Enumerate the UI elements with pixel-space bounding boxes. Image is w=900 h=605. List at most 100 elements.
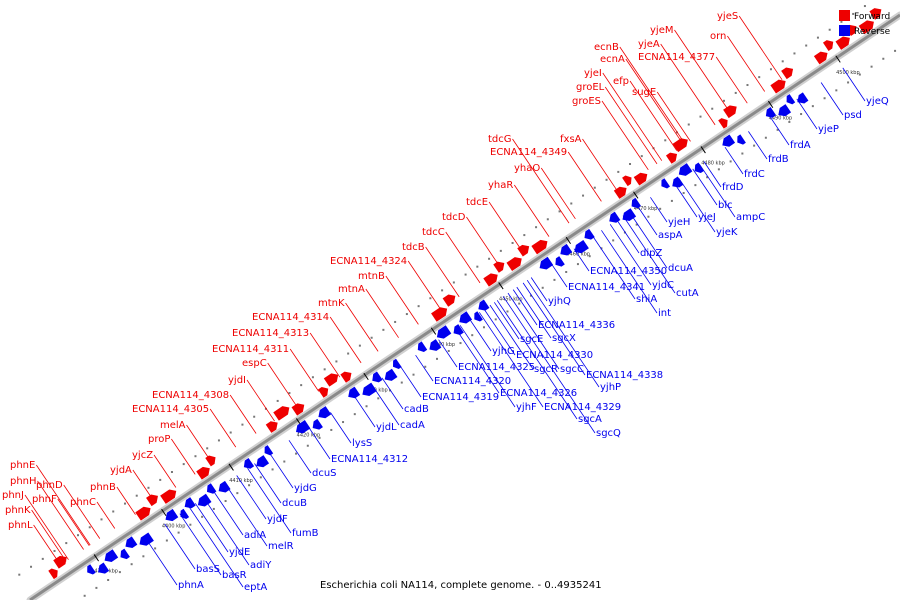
reverse-gene-arrow	[392, 358, 402, 369]
guide-dot	[741, 152, 744, 155]
guide-dot	[177, 531, 180, 534]
reverse-gene-label: shiA	[636, 294, 657, 305]
reverse-gene-label: sgcE	[520, 334, 543, 345]
guide-dot	[847, 81, 850, 84]
guide-dot	[858, 73, 861, 76]
reverse-label-leader	[438, 339, 458, 368]
kbp-tick-label: 4400 kbp	[162, 523, 186, 529]
forward-gene-arrow	[146, 494, 158, 507]
kbp-tick-label: 4440 kbp	[432, 342, 456, 348]
guide-dot	[788, 120, 791, 123]
reverse-label-leader	[748, 131, 768, 160]
forward-label-leader	[540, 167, 576, 220]
forward-gene-arrow	[531, 239, 548, 255]
reverse-gene-label: phnA	[178, 580, 204, 591]
guide-dot	[248, 484, 251, 487]
forward-gene-label: groEL	[576, 82, 605, 93]
kbp-tick-mark	[835, 55, 841, 63]
forward-gene-arrow	[506, 257, 522, 272]
guide-dot	[41, 557, 44, 560]
forward-gene-arrow	[770, 79, 786, 94]
guide-dot	[852, 12, 855, 15]
reverse-gene-label: melR	[268, 541, 294, 552]
reverse-gene-label: yjdG	[294, 483, 317, 494]
reverse-gene-label: cadB	[404, 404, 429, 415]
guide-dot	[699, 115, 702, 118]
guide-dot	[682, 192, 685, 195]
reverse-gene-label: ECNA114_4325	[458, 362, 535, 373]
forward-label-leader	[365, 288, 399, 338]
guide-dot	[459, 342, 462, 345]
guide-dot	[365, 405, 368, 408]
guide-dot	[347, 352, 350, 355]
strand-legend: Forward Reverse	[839, 10, 891, 37]
reverse-label-leader	[179, 513, 222, 576]
forward-gene-label: phnL	[8, 520, 33, 531]
forward-label-leader	[660, 43, 716, 126]
forward-gene-label: ECNA114_4308	[152, 390, 229, 401]
forward-gene-arrow	[493, 261, 505, 273]
reverse-label-leader	[622, 215, 676, 294]
legend-swatch-forward	[839, 10, 850, 21]
guide-dot	[558, 210, 561, 213]
guide-dot	[546, 218, 549, 221]
reverse-label-leader	[530, 277, 548, 302]
guide-dot	[464, 273, 467, 276]
guide-dot	[154, 547, 157, 550]
forward-label-leader	[602, 72, 663, 161]
forward-gene-label: phnK	[5, 505, 31, 516]
kbp-tick-mark	[363, 372, 369, 381]
reverse-gene-label: aspA	[658, 230, 683, 241]
forward-label-leader	[488, 201, 525, 254]
forward-gene-arrow	[323, 373, 339, 387]
reverse-label-leader	[512, 289, 538, 326]
reverse-label-leader	[493, 302, 520, 340]
kbp-tick-label: 4420 kbp	[297, 433, 321, 439]
forward-label-leader	[466, 216, 502, 269]
reverse-gene-label: dcuS	[312, 468, 337, 479]
reverse-gene-arrow	[256, 455, 270, 468]
guide-dot	[764, 136, 767, 139]
reverse-label-leader	[573, 248, 590, 272]
reverse-gene-label: yjdF	[267, 514, 288, 525]
reverse-gene-label: frdC	[744, 169, 765, 180]
reverse-gene-arrow	[318, 406, 332, 419]
reverse-gene-arrow	[622, 208, 637, 221]
forward-label-leader	[186, 424, 213, 464]
reverse-gene-label: yjeH	[668, 217, 690, 228]
reverse-label-leader	[522, 282, 586, 376]
reverse-gene-label: ECNA114_4312	[331, 454, 408, 465]
reverse-gene-label: yjhF	[516, 402, 537, 413]
forward-gene-label: ECNA114_4377	[638, 52, 715, 63]
forward-label-leader	[385, 275, 419, 325]
guide-dot	[118, 571, 121, 574]
reverse-label-leader	[724, 146, 744, 175]
guide-dot	[77, 534, 80, 537]
reverse-gene-arrow	[459, 311, 473, 324]
guide-dot	[412, 373, 415, 376]
reverse-gene-label: yjeK	[716, 227, 738, 238]
reverse-gene-arrow	[98, 562, 110, 574]
reverse-label-leader	[371, 384, 400, 426]
forward-gene-arrow	[196, 466, 210, 480]
guide-dot	[835, 89, 838, 92]
forward-gene-label: proP	[148, 434, 170, 445]
guide-dot	[311, 376, 314, 379]
forward-gene-arrow	[135, 506, 151, 521]
forward-gene-label: yjdI	[228, 375, 246, 386]
guide-dot	[276, 399, 279, 402]
guide-dot	[370, 336, 373, 339]
reverse-gene-label: dipZ	[640, 248, 662, 259]
reverse-label-leader	[601, 230, 658, 314]
reverse-gene-arrow	[197, 493, 212, 507]
forward-gene-arrow	[53, 555, 67, 569]
guide-dot	[83, 594, 86, 597]
guide-dot	[553, 278, 556, 281]
reverse-gene-arrow	[609, 211, 621, 223]
forward-gene-label: ecnA	[600, 54, 625, 65]
forward-label-leader	[63, 484, 101, 539]
forward-label-leader	[209, 408, 237, 448]
guide-dot	[499, 249, 502, 252]
forward-label-leader	[132, 469, 155, 503]
